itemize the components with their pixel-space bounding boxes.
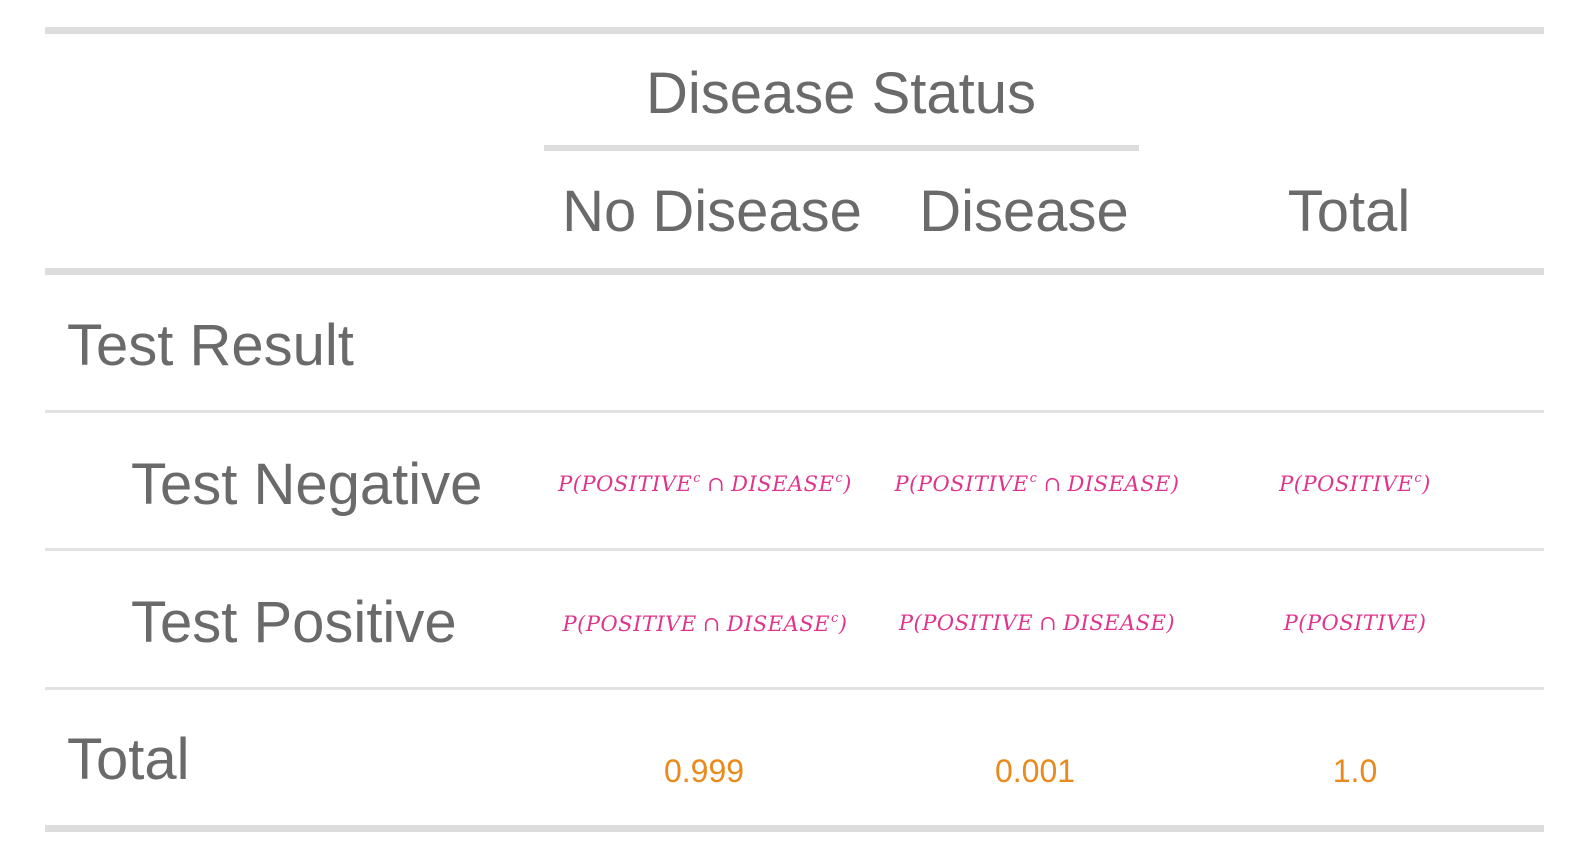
total-disease-value: 0.001 <box>994 753 1076 789</box>
row-group-label: Test Result <box>67 313 354 378</box>
probability-cell: P(POSITIVE ∩ DISEASE) <box>898 611 1176 635</box>
probability-cell: P(POSITIVEc ∩ DISEASE) <box>894 471 1180 496</box>
probability-cell: P(POSITIVEc ∩ DISEASEc) <box>558 471 852 496</box>
column-header-total: Total <box>1287 179 1411 244</box>
row-label-test-negative: Test Negative <box>131 452 483 517</box>
table-top-rule <box>45 27 1544 34</box>
total-no-disease-value: 0.999 <box>663 753 745 789</box>
spanner-rule <box>544 145 1139 151</box>
total-total-value: 1.0 <box>1332 753 1378 789</box>
spanner-label: Disease Status <box>645 61 1037 126</box>
column-header-no-disease: No Disease <box>562 179 862 244</box>
row-label-total: Total <box>67 727 190 792</box>
probability-cell: P(POSITIVEc) <box>1279 471 1431 496</box>
column-header-disease: Disease <box>919 179 1129 244</box>
header-bottom-rule <box>45 268 1544 275</box>
table-bottom-rule <box>45 825 1544 832</box>
row-divider <box>45 687 1544 690</box>
row-divider <box>45 410 1544 413</box>
row-label-test-positive: Test Positive <box>131 590 457 655</box>
probability-cell: P(POSITIVE ∩ DISEASEc) <box>562 611 848 636</box>
probability-cell: P(POSITIVE) <box>1283 611 1427 635</box>
row-divider <box>45 548 1544 551</box>
